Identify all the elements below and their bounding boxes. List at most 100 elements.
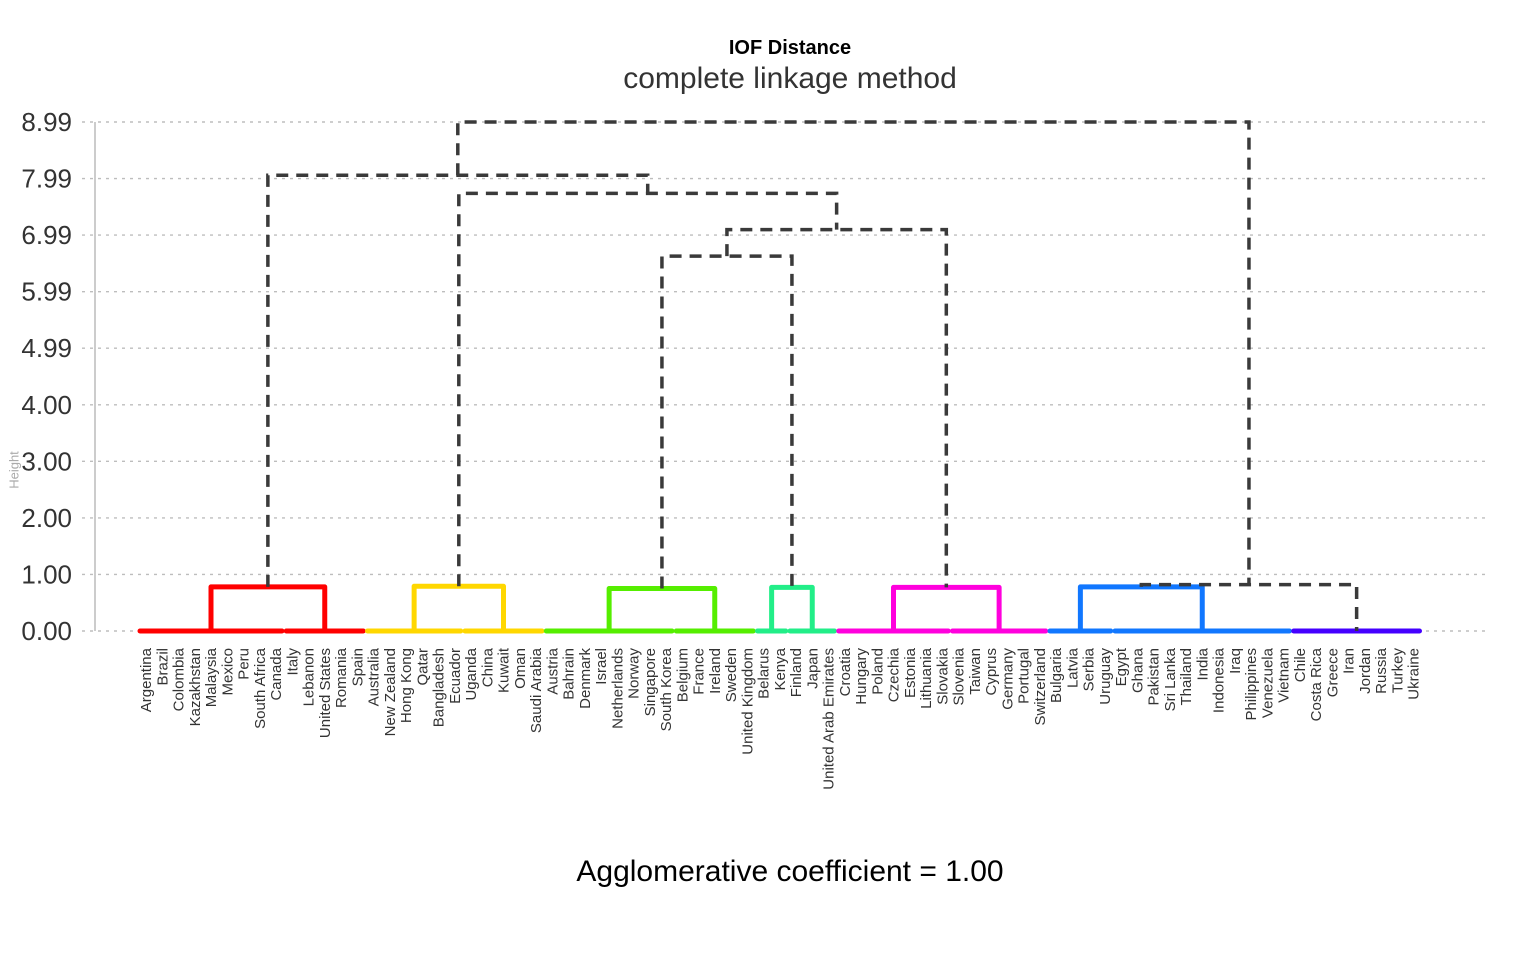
y-tick-label: 4.00 <box>21 390 72 420</box>
leaf-label: Malaysia <box>203 647 220 707</box>
leaf-label: Serbia <box>1081 647 1098 691</box>
cluster-merge <box>1077 584 1205 631</box>
leaf-label: Belgium <box>674 648 691 702</box>
leaf-label: Israel <box>593 648 610 685</box>
leaf-label: Cyprus <box>983 648 1000 696</box>
leaf-label: New Zealand <box>382 648 399 736</box>
leaf-label: Hungary <box>853 648 870 705</box>
leaf-label: Kuwait <box>496 647 513 693</box>
leaf-label: India <box>1194 647 1211 680</box>
leaf-label: Bulgaria <box>1048 647 1065 703</box>
leaf-label: Finland <box>788 648 805 697</box>
leaf-label: South Korea <box>658 647 675 731</box>
leaf-label: Pakistan <box>1146 648 1163 706</box>
leaf-label: Slovakia <box>934 647 951 704</box>
leaf-label: Indonesia <box>1211 647 1228 713</box>
leaf-label: South Africa <box>252 647 269 729</box>
leaf-label: Mexico <box>219 648 236 696</box>
y-tick-label: 2.00 <box>21 503 72 533</box>
leaf-label: Philippines <box>1243 648 1260 721</box>
dashed-link <box>1139 582 1359 631</box>
cluster-4 <box>755 584 837 634</box>
leaf-label: Ecuador <box>447 648 464 704</box>
dendrogram-links <box>266 120 1359 631</box>
cluster-3 <box>543 586 756 634</box>
leaf-label: Ukraine <box>1406 648 1423 700</box>
y-axis: 0.00 1.00 2.00 3.00 4.00 4.99 5.99 6.99 7.99 8.99 <box>21 107 96 646</box>
leaf-label: Colombia <box>171 647 188 711</box>
cluster-1 <box>137 584 366 634</box>
leaf-label: Slovenia <box>951 647 968 705</box>
leaf-label: Croatia <box>837 647 854 696</box>
leaf-label: Saudi Arabia <box>528 647 545 733</box>
y-tick-label: 0.00 <box>21 616 72 646</box>
cluster-branches <box>137 583 1422 634</box>
cluster-merge <box>769 584 815 631</box>
cluster-merge <box>208 584 328 631</box>
y-tick-label: 7.99 <box>21 164 72 194</box>
leaf-label: Thailand <box>1178 648 1195 706</box>
leaf-label: Netherlands <box>609 648 626 729</box>
leaf-label: Czechia <box>886 647 903 702</box>
y-tick-label: 4.99 <box>21 333 72 363</box>
leaf-label: Bahrain <box>561 648 578 700</box>
cluster-merge <box>411 583 506 631</box>
leaf-label: Venezuela <box>1259 647 1276 718</box>
y-tick-label: 1.00 <box>21 559 72 589</box>
leaf-label: Switzerland <box>1032 648 1049 726</box>
leaf-label: Portugal <box>1016 648 1033 704</box>
cluster-merge <box>891 584 1002 631</box>
x-axis-tick-labels: Argentina Brazil Colombia Kazakhstan Malaysi… <box>138 647 1423 790</box>
y-tick-label: 5.99 <box>21 277 72 307</box>
leaf-label: Costa Rica <box>1308 647 1325 721</box>
leaf-label: Jordan <box>1357 648 1374 694</box>
leaf-label: Ghana <box>1129 647 1146 693</box>
leaf-label: Argentina <box>138 647 155 712</box>
leaf-label: Turkey <box>1389 648 1406 694</box>
leaf-label: Peru <box>236 648 253 680</box>
y-tick-label: 6.99 <box>21 220 72 250</box>
leaf-label: Vietnam <box>1276 648 1293 703</box>
leaf-label: China <box>479 647 496 687</box>
leaf-label: Japan <box>804 648 821 689</box>
leaf-label: Spain <box>349 648 366 686</box>
leaf-label: Egypt <box>1113 647 1130 686</box>
leaf-label: Austria <box>544 647 561 694</box>
leaf-label: Iraq <box>1227 648 1244 674</box>
gridlines <box>82 121 1486 632</box>
y-tick-label: 8.99 <box>21 107 72 137</box>
cluster-merge <box>606 586 718 631</box>
leaf-label: Ireland <box>707 648 724 694</box>
leaf-label: Poland <box>869 648 886 695</box>
leaf-label: Taiwan <box>967 648 984 695</box>
leaf-label: Qatar <box>414 648 431 686</box>
leaf-label: Iran <box>1341 648 1358 674</box>
cluster-2 <box>365 583 545 634</box>
dashed-link <box>456 120 1251 585</box>
leaf-label: Latvia <box>1064 647 1081 688</box>
leaf-label: Singapore <box>642 648 659 716</box>
x-axis-label: Agglomerative coefficient = 1.00 <box>576 855 1004 888</box>
leaf-label: Australia <box>366 647 383 706</box>
dashed-link <box>660 254 794 589</box>
leaf-label: United Arab Emirates <box>821 648 838 790</box>
leaf-label: Belarus <box>756 648 773 699</box>
leaf-label: Germany <box>999 648 1016 710</box>
chart-subtitle: complete linkage method <box>623 62 957 95</box>
leaf-label: Lithuania <box>918 647 935 709</box>
leaf-label: Uganda <box>463 647 480 700</box>
leaf-label: France <box>691 648 708 695</box>
leaf-label: Italy <box>284 648 301 676</box>
chart-title: IOF Distance <box>728 37 852 59</box>
leaf-label: Estonia <box>902 647 919 698</box>
cluster-5 <box>836 584 1049 634</box>
leaf-label: Denmark <box>577 648 594 709</box>
y-tick-label: 3.00 <box>21 446 72 476</box>
leaf-label: Kazakhstan <box>187 648 204 726</box>
leaf-label: Sri Lanka <box>1162 647 1179 711</box>
leaf-label: Norway <box>626 648 643 699</box>
cluster-6 <box>1047 584 1292 634</box>
leaf-label: Sweden <box>723 648 740 702</box>
leaf-label: Greece <box>1324 648 1341 697</box>
